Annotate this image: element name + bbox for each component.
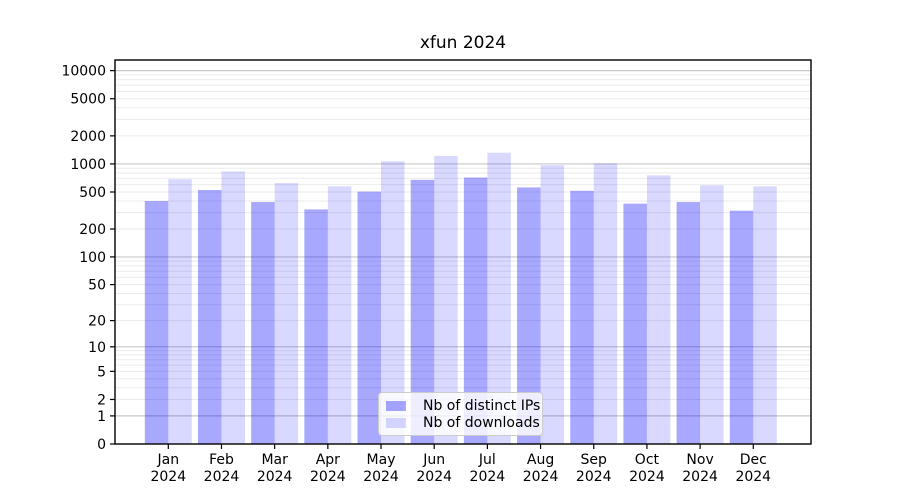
x-tick-label: Mar 2024 (257, 452, 293, 485)
bar-downloads-aug (540, 165, 565, 444)
bar-downloads-jan (168, 179, 192, 444)
legend: Nb of distinct IPs Nb of downloads (378, 392, 543, 436)
x-tick-label: Jun 2024 (416, 452, 452, 485)
bar-downloads-sep (593, 163, 618, 444)
x-tick-label: Sep 2024 (576, 452, 612, 485)
x-tick-label: Dec 2024 (735, 452, 771, 485)
x-tick-label: Aug 2024 (523, 452, 559, 485)
bar-downloads-nov (700, 185, 724, 444)
legend-entry-distinct-ips: Nb of distinct IPs (386, 398, 540, 414)
bar-distinct-ips-oct (623, 203, 647, 444)
y-tick-label: 2000 (70, 129, 106, 145)
bar-distinct-ips-apr (304, 209, 328, 444)
x-tick-label: Nov 2024 (682, 452, 718, 485)
bar-distinct-ips-jun (410, 179, 435, 444)
bar-downloads-dec (753, 186, 777, 444)
bar-downloads-oct (646, 175, 671, 444)
x-tick-label: Apr 2024 (310, 452, 346, 485)
x-tick-label: Jan 2024 (150, 452, 186, 485)
bar-distinct-ips-feb (197, 190, 222, 444)
bar-distinct-ips-jul (463, 177, 488, 445)
chart-title: xfun 2024 (419, 33, 507, 53)
plot-border (114, 59, 812, 445)
y-tick-label: 10000 (61, 64, 106, 80)
x-tick-label: Feb 2024 (204, 452, 240, 485)
x-tick-label: Jul 2024 (470, 452, 506, 485)
y-tick-label: 2 (97, 392, 106, 408)
y-tick-label: 0 (97, 437, 106, 453)
bar-downloads-may (381, 161, 405, 444)
legend-swatch-downloads (386, 418, 406, 428)
bar-distinct-ips-nov (676, 202, 701, 444)
bar-downloads-feb (221, 171, 245, 444)
y-tick-label: 1000 (70, 157, 106, 173)
bar-downloads-jul (487, 152, 511, 445)
y-tick-label: 5000 (70, 92, 106, 108)
legend-label-downloads: Nb of downloads (423, 415, 540, 431)
x-tick-label: Oct 2024 (629, 452, 665, 485)
y-tick-label: 1 (97, 409, 106, 425)
bar-distinct-ips-sep (570, 190, 594, 444)
legend-entry-downloads: Nb of downloads (386, 415, 540, 431)
legend-swatch-distinct-ips (386, 401, 406, 411)
y-tick-label: 10 (88, 340, 106, 356)
y-tick-label: 500 (79, 185, 106, 201)
legend-label-distinct-ips: Nb of distinct IPs (423, 398, 541, 414)
y-tick-label: 5 (97, 364, 106, 380)
y-tick-label: 50 (88, 278, 106, 294)
bar-downloads-jun (434, 155, 458, 445)
bar-distinct-ips-dec (729, 210, 754, 444)
y-tick-label: 20 (88, 314, 106, 330)
y-tick-label: 100 (79, 250, 106, 266)
bar-distinct-ips-jan (144, 201, 169, 444)
bar-downloads-apr (327, 186, 352, 444)
x-tick-label: May 2024 (363, 452, 399, 485)
bar-distinct-ips-aug (517, 187, 541, 444)
bar-distinct-ips-may (357, 191, 382, 444)
bar-distinct-ips-mar (251, 202, 275, 444)
y-tick-label: 200 (79, 222, 106, 238)
bar-downloads-mar (274, 182, 299, 444)
